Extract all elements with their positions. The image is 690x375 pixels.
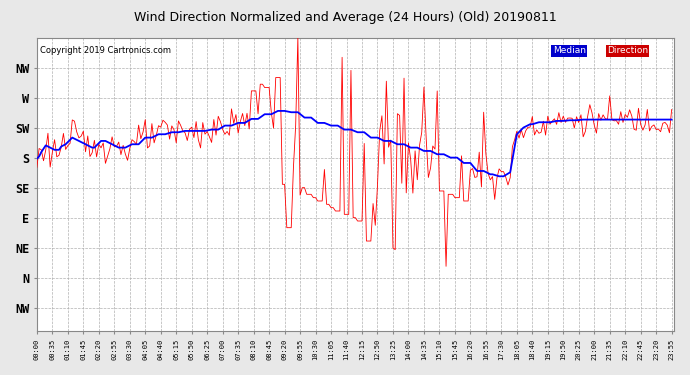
Text: Copyright 2019 Cartronics.com: Copyright 2019 Cartronics.com — [40, 46, 171, 55]
Text: Direction: Direction — [607, 46, 648, 55]
Text: Median: Median — [553, 46, 586, 55]
Text: Wind Direction Normalized and Average (24 Hours) (Old) 20190811: Wind Direction Normalized and Average (2… — [134, 11, 556, 24]
